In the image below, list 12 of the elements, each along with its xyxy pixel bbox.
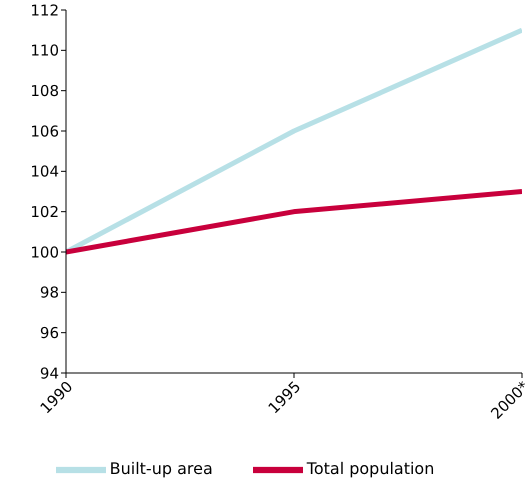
y-tick-label: 102 bbox=[30, 202, 59, 221]
y-tick-label: 96 bbox=[40, 324, 59, 342]
y-tick-label: 94 bbox=[40, 364, 59, 382]
y-tick-label: 108 bbox=[30, 82, 59, 100]
y-tick-label: 100 bbox=[30, 243, 59, 262]
legend-label: Total population bbox=[306, 459, 434, 478]
y-tick-label: 98 bbox=[40, 284, 59, 302]
y-tick-label: 104 bbox=[30, 162, 59, 181]
y-tick-label: 110 bbox=[30, 42, 59, 60]
y-tick-label: 112 bbox=[30, 1, 59, 20]
legend-label: Built-up area bbox=[110, 459, 213, 478]
y-tick-label: 106 bbox=[30, 122, 59, 140]
